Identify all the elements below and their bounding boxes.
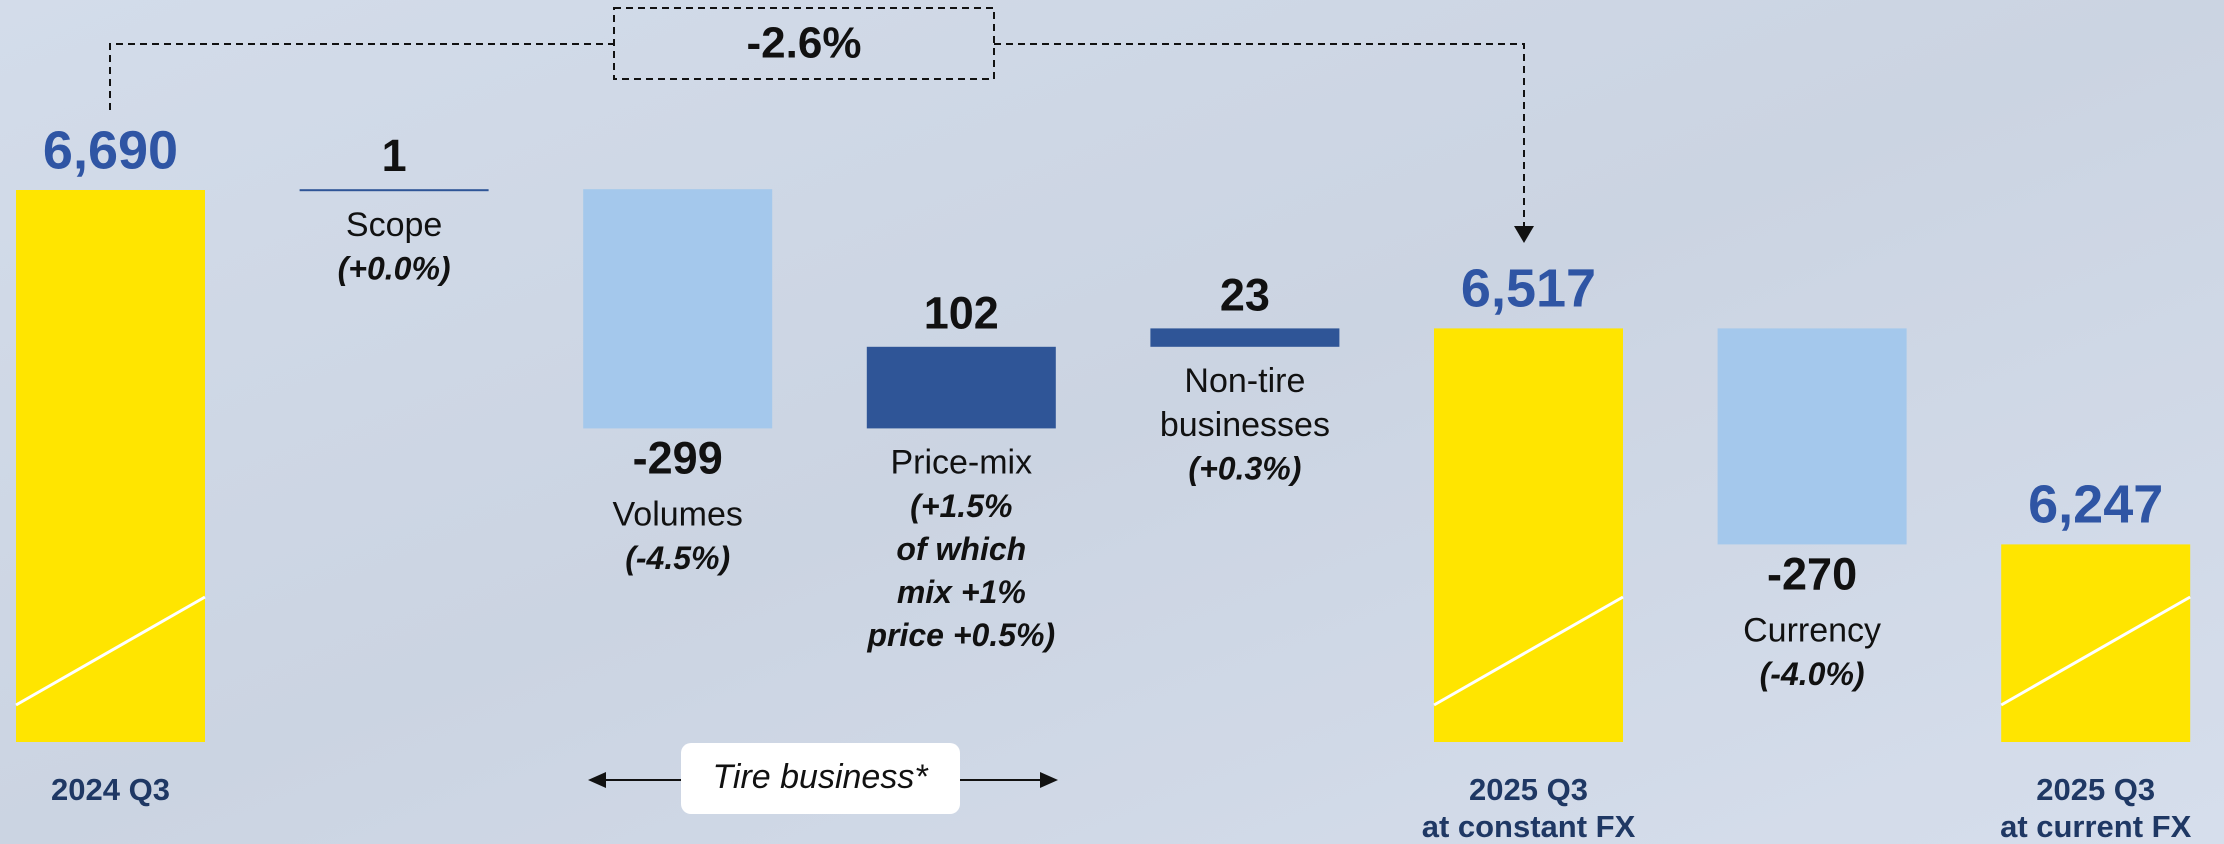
connector-arrow: [1514, 226, 1534, 243]
group-label: Tire business*: [712, 758, 929, 796]
note-label: (+1.5%: [910, 488, 1012, 524]
category-label: 2025 Q3: [1469, 772, 1588, 807]
bar: [299, 189, 489, 192]
note-label: (+0.3%): [1188, 450, 1301, 486]
bar: [866, 346, 1056, 429]
note-label: (+0.0%): [338, 251, 451, 287]
value-label: 6,690: [43, 120, 178, 180]
note-label: (-4.5%): [625, 540, 730, 576]
category-label: Scope: [346, 206, 442, 244]
bar: [1434, 328, 1623, 742]
value-label: 1: [382, 130, 407, 181]
bar: [2001, 544, 2191, 742]
change-label: -2.6%: [747, 19, 862, 68]
value-label: 23: [1220, 269, 1270, 320]
category-label: Non-tire: [1184, 362, 1305, 400]
bar-stripe: [15, 595, 206, 707]
category-label: Volumes: [612, 495, 742, 533]
note-label: mix +1%: [897, 574, 1026, 610]
bar: [1717, 328, 1907, 545]
bar-stripe: [2000, 595, 2191, 707]
change-box: [613, 7, 995, 80]
change-connector: [109, 43, 1525, 228]
bar: [1150, 328, 1340, 347]
group-box: [681, 743, 960, 814]
category-label: 2024 Q3: [51, 772, 170, 807]
note-label: price +0.5%): [866, 617, 1055, 653]
bar: [16, 190, 205, 742]
value-label: 6,517: [1461, 259, 1596, 319]
value-label: -270: [1767, 548, 1857, 599]
bar: [583, 189, 773, 429]
value-label: 6,247: [2028, 475, 2163, 535]
note-label: (-4.0%): [1760, 656, 1865, 692]
category-label: Price-mix: [890, 443, 1032, 481]
category-label: Currency: [1743, 611, 1881, 649]
category-label: at current FX: [2000, 809, 2192, 844]
value-label: -299: [633, 432, 723, 483]
category-label: 2025 Q3: [2036, 772, 2155, 807]
value-label: 102: [924, 288, 999, 339]
category-label: at constant FX: [1422, 809, 1636, 844]
category-label: businesses: [1160, 406, 1330, 444]
note-label: of which: [896, 531, 1026, 567]
bar-stripe: [1433, 595, 1624, 707]
